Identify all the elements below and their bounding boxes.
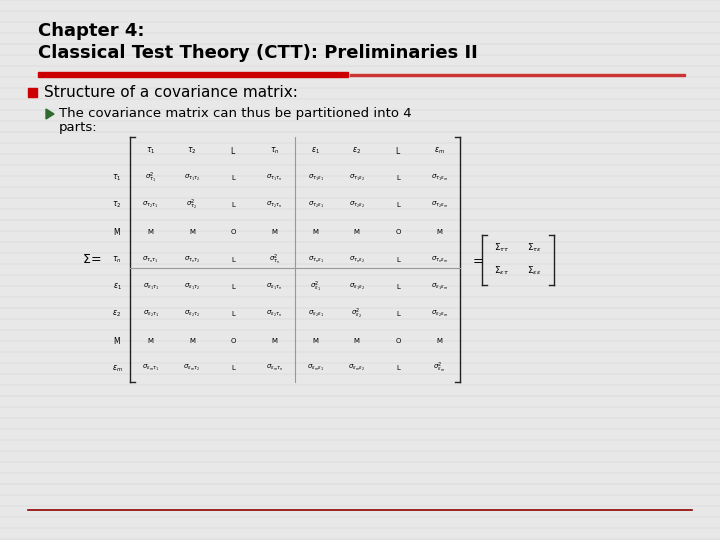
Text: M: M bbox=[271, 230, 277, 235]
Text: $\varepsilon_2$: $\varepsilon_2$ bbox=[112, 309, 122, 319]
Text: $\Sigma\!=\!$: $\Sigma\!=\!$ bbox=[82, 253, 102, 266]
Text: $\sigma_{\tau_2\varepsilon_m}$: $\sigma_{\tau_2\varepsilon_m}$ bbox=[431, 200, 448, 210]
Text: M: M bbox=[148, 230, 153, 235]
Text: $\sigma_{\tau_1\varepsilon_1}$: $\sigma_{\tau_1\varepsilon_1}$ bbox=[307, 173, 324, 183]
Text: $\tau_1$: $\tau_1$ bbox=[146, 145, 156, 156]
Text: $\sigma_{\varepsilon_1\varepsilon_2}$: $\sigma_{\varepsilon_1\varepsilon_2}$ bbox=[349, 282, 365, 292]
Text: $\sigma_{\varepsilon_m\varepsilon_2}$: $\sigma_{\varepsilon_m\varepsilon_2}$ bbox=[348, 363, 365, 373]
Text: Structure of a covariance matrix:: Structure of a covariance matrix: bbox=[44, 85, 298, 100]
Text: $\sigma_{\varepsilon_2\varepsilon_1}$: $\sigma_{\varepsilon_2\varepsilon_1}$ bbox=[307, 309, 323, 319]
Text: L: L bbox=[231, 284, 235, 290]
Text: $\mathrm{L}$: $\mathrm{L}$ bbox=[395, 145, 401, 156]
Text: $\sigma_{\varepsilon_1\tau_1}$: $\sigma_{\varepsilon_1\tau_1}$ bbox=[143, 282, 158, 292]
Text: $\tau_1$: $\tau_1$ bbox=[112, 173, 122, 183]
Text: $\sigma^2_{\tau_1}$: $\sigma^2_{\tau_1}$ bbox=[145, 171, 156, 185]
Text: $\sigma^2_{\tau_2}$: $\sigma^2_{\tau_2}$ bbox=[186, 198, 197, 212]
Text: $\sigma_{\tau_2\tau_1}$: $\sigma_{\tau_2\tau_1}$ bbox=[143, 200, 159, 210]
Text: $\sigma_{\tau_n\varepsilon_2}$: $\sigma_{\tau_n\varepsilon_2}$ bbox=[348, 254, 365, 265]
Text: $\sigma_{\varepsilon_2\tau_n}$: $\sigma_{\varepsilon_2\tau_n}$ bbox=[266, 309, 282, 319]
Text: $\sigma_{\tau_n\tau_2}$: $\sigma_{\tau_n\tau_2}$ bbox=[184, 254, 200, 265]
Text: $\tau_n$: $\tau_n$ bbox=[112, 254, 122, 265]
Text: Classical Test Theory (CTT): Preliminaries II: Classical Test Theory (CTT): Preliminari… bbox=[38, 44, 478, 62]
Text: $\Sigma_{\varepsilon\varepsilon}$: $\Sigma_{\varepsilon\varepsilon}$ bbox=[527, 265, 541, 277]
Text: $\sigma_{\varepsilon_m\tau_1}$: $\sigma_{\varepsilon_m\tau_1}$ bbox=[142, 363, 159, 373]
Text: $\sigma_{\tau_n\varepsilon_m}$: $\sigma_{\tau_n\varepsilon_m}$ bbox=[431, 254, 448, 265]
Text: $\varepsilon_1$: $\varepsilon_1$ bbox=[311, 145, 320, 156]
Text: Chapter 4:: Chapter 4: bbox=[38, 22, 145, 40]
Text: L: L bbox=[396, 202, 400, 208]
Text: L: L bbox=[396, 256, 400, 262]
Text: M: M bbox=[312, 338, 319, 344]
Text: L: L bbox=[396, 311, 400, 317]
Text: O: O bbox=[230, 338, 236, 344]
Text: M: M bbox=[312, 230, 319, 235]
Text: $\sigma_{\tau_2\varepsilon_2}$: $\sigma_{\tau_2\varepsilon_2}$ bbox=[348, 200, 365, 210]
Text: $\sigma^2_{\tau_n}$: $\sigma^2_{\tau_n}$ bbox=[269, 252, 280, 267]
Text: $=$: $=$ bbox=[470, 253, 484, 266]
Text: L: L bbox=[231, 256, 235, 262]
Text: parts:: parts: bbox=[59, 121, 98, 134]
Text: L: L bbox=[231, 366, 235, 372]
Text: The covariance matrix can thus be partitioned into 4: The covariance matrix can thus be partit… bbox=[59, 107, 412, 120]
Text: L: L bbox=[231, 175, 235, 181]
Text: M: M bbox=[436, 230, 442, 235]
Text: $\mathrm{L}$: $\mathrm{L}$ bbox=[230, 145, 236, 156]
Text: $\tau_2$: $\tau_2$ bbox=[112, 200, 122, 210]
Text: O: O bbox=[395, 338, 401, 344]
Text: $\sigma_{\tau_n\varepsilon_1}$: $\sigma_{\tau_n\varepsilon_1}$ bbox=[307, 254, 324, 265]
Text: $\varepsilon_2$: $\varepsilon_2$ bbox=[352, 145, 361, 156]
Text: $\varepsilon_m$: $\varepsilon_m$ bbox=[434, 145, 445, 156]
Text: $\sigma_{\tau_2\varepsilon_1}$: $\sigma_{\tau_2\varepsilon_1}$ bbox=[307, 200, 324, 210]
Text: M: M bbox=[436, 338, 442, 344]
Text: $\sigma^2_{\varepsilon_2}$: $\sigma^2_{\varepsilon_2}$ bbox=[351, 307, 362, 321]
Text: L: L bbox=[396, 175, 400, 181]
Text: M: M bbox=[148, 338, 153, 344]
Text: $\tau_2$: $\tau_2$ bbox=[187, 145, 197, 156]
Text: M: M bbox=[271, 338, 277, 344]
Bar bbox=[28, 88, 37, 97]
Text: $\varepsilon_1$: $\varepsilon_1$ bbox=[112, 281, 122, 292]
Text: $\Sigma_{\tau\varepsilon}$: $\Sigma_{\tau\varepsilon}$ bbox=[527, 242, 542, 254]
Text: M: M bbox=[189, 230, 195, 235]
Text: $\sigma_{\varepsilon_m\varepsilon_1}$: $\sigma_{\varepsilon_m\varepsilon_1}$ bbox=[307, 363, 324, 373]
Text: L: L bbox=[231, 311, 235, 317]
Text: $\sigma_{\tau_1\varepsilon_2}$: $\sigma_{\tau_1\varepsilon_2}$ bbox=[348, 173, 365, 183]
Text: M: M bbox=[189, 338, 195, 344]
Text: $\sigma_{\tau_1\tau_2}$: $\sigma_{\tau_1\tau_2}$ bbox=[184, 173, 200, 183]
Text: M: M bbox=[114, 336, 120, 346]
Text: L: L bbox=[231, 202, 235, 208]
Text: M: M bbox=[354, 338, 360, 344]
Polygon shape bbox=[46, 109, 54, 119]
Text: $\Sigma_{\tau\tau}$: $\Sigma_{\tau\tau}$ bbox=[494, 242, 509, 254]
Text: $\Sigma_{\varepsilon\tau}$: $\Sigma_{\varepsilon\tau}$ bbox=[494, 265, 509, 277]
Text: $\sigma_{\varepsilon_m\tau_n}$: $\sigma_{\varepsilon_m\tau_n}$ bbox=[266, 363, 283, 373]
Text: $\sigma^2_{\varepsilon_m}$: $\sigma^2_{\varepsilon_m}$ bbox=[433, 361, 446, 375]
Text: M: M bbox=[114, 228, 120, 237]
Text: M: M bbox=[354, 230, 360, 235]
Text: $\sigma_{\tau_2\tau_n}$: $\sigma_{\tau_2\tau_n}$ bbox=[266, 200, 283, 210]
Text: $\sigma_{\varepsilon_1\varepsilon_m}$: $\sigma_{\varepsilon_1\varepsilon_m}$ bbox=[431, 282, 448, 292]
Text: $\sigma_{\tau_n\tau_1}$: $\sigma_{\tau_n\tau_1}$ bbox=[143, 254, 159, 265]
Text: $\sigma^2_{\varepsilon_1}$: $\sigma^2_{\varepsilon_1}$ bbox=[310, 280, 321, 294]
Text: $\sigma_{\tau_1\tau_n}$: $\sigma_{\tau_1\tau_n}$ bbox=[266, 173, 283, 183]
Text: $\sigma_{\varepsilon_2\tau_2}$: $\sigma_{\varepsilon_2\tau_2}$ bbox=[184, 309, 200, 319]
Text: $\sigma_{\varepsilon_1\tau_n}$: $\sigma_{\varepsilon_1\tau_n}$ bbox=[266, 282, 282, 292]
Text: L: L bbox=[396, 366, 400, 372]
Text: $\sigma_{\varepsilon_2\varepsilon_m}$: $\sigma_{\varepsilon_2\varepsilon_m}$ bbox=[431, 309, 448, 319]
Text: L: L bbox=[396, 284, 400, 290]
Text: $\varepsilon_m$: $\varepsilon_m$ bbox=[112, 363, 122, 374]
Text: $\sigma_{\varepsilon_1\tau_2}$: $\sigma_{\varepsilon_1\tau_2}$ bbox=[184, 282, 200, 292]
Bar bbox=[350, 73, 685, 76]
Text: O: O bbox=[230, 230, 236, 235]
Text: $\sigma_{\varepsilon_m\tau_2}$: $\sigma_{\varepsilon_m\tau_2}$ bbox=[183, 363, 201, 373]
Text: $\tau_n$: $\tau_n$ bbox=[269, 145, 279, 156]
Text: $\sigma_{\tau_1\varepsilon_m}$: $\sigma_{\tau_1\varepsilon_m}$ bbox=[431, 173, 448, 183]
Text: $\sigma_{\varepsilon_2\tau_1}$: $\sigma_{\varepsilon_2\tau_1}$ bbox=[143, 309, 158, 319]
Text: O: O bbox=[395, 230, 401, 235]
Bar bbox=[38, 72, 348, 77]
